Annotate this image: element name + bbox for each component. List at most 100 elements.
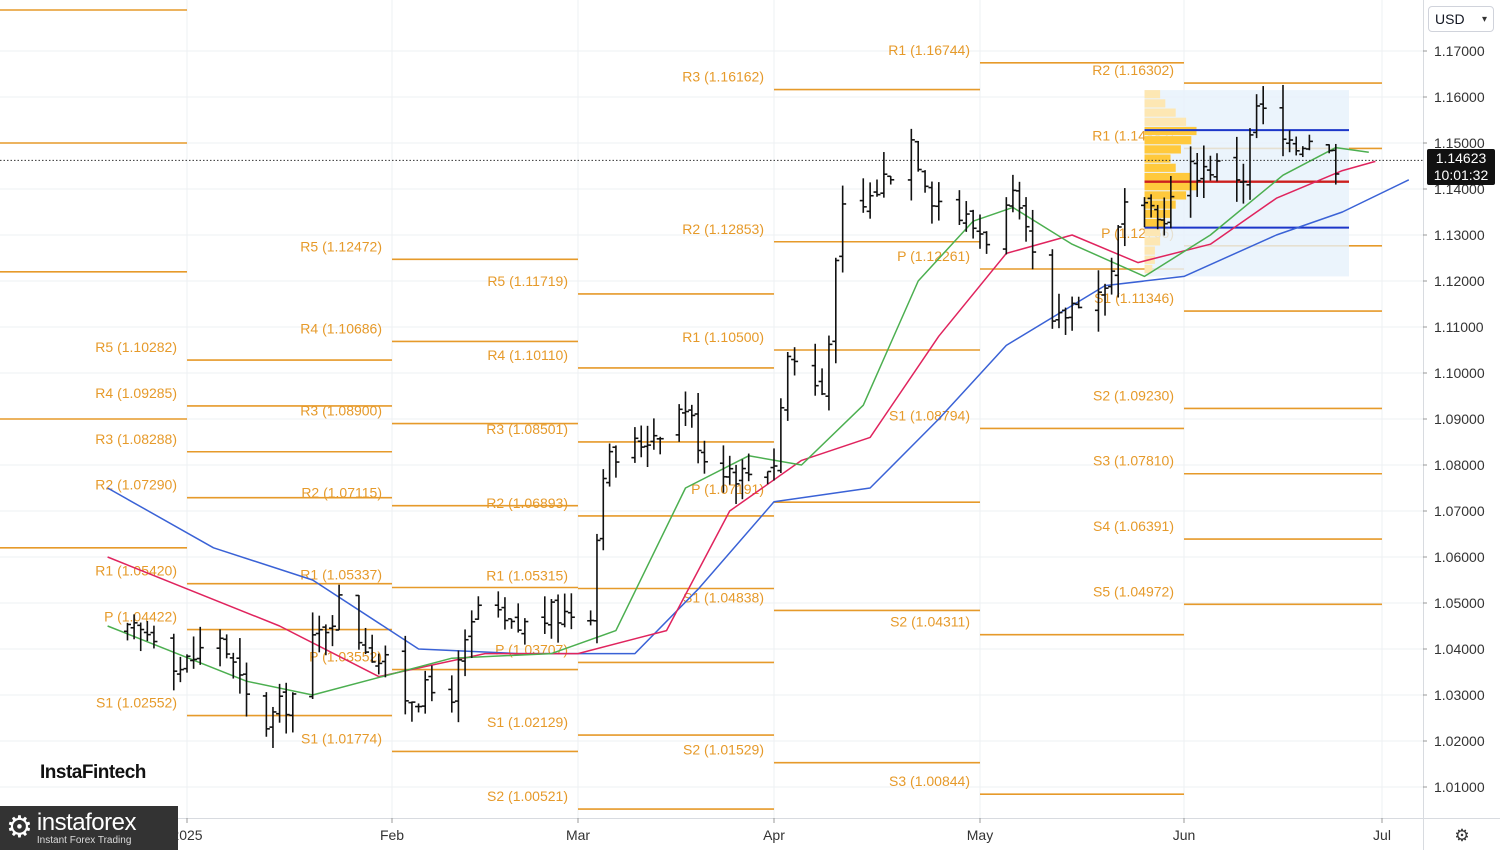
time-axis-bg[interactable] bbox=[0, 818, 1423, 850]
ohlc-bar bbox=[955, 190, 963, 226]
pivot-label: R2 (1.07290) bbox=[95, 477, 177, 493]
pivot-label: R4 (1.09285) bbox=[95, 385, 177, 401]
pivot-label: R1 (1.05420) bbox=[95, 563, 177, 579]
volume-profile-bin bbox=[1144, 99, 1166, 108]
ohlc-bar bbox=[962, 201, 970, 232]
price-tick-label: 1.14000 bbox=[1434, 181, 1485, 197]
ohlc-bar bbox=[381, 645, 389, 678]
ohlc-bar bbox=[738, 459, 746, 500]
pivot-label: S1 (1.02552) bbox=[96, 695, 177, 711]
ohlc-bar bbox=[123, 622, 131, 641]
ohlc-bar bbox=[818, 368, 826, 396]
time-tick-label: Feb bbox=[380, 827, 404, 843]
ohlc-bar bbox=[1160, 197, 1168, 236]
ohlc-bar bbox=[554, 594, 562, 643]
pivot-label: R3 (1.16162) bbox=[682, 69, 764, 85]
pivot-label: S2 (1.01529) bbox=[683, 742, 764, 758]
ohlc-bar bbox=[1154, 204, 1162, 230]
price-tick-label: 1.02000 bbox=[1434, 733, 1485, 749]
ohlc-bar bbox=[229, 652, 237, 679]
ohlc-bar bbox=[650, 418, 658, 450]
ohlc-bar bbox=[732, 464, 740, 504]
ohlc-bar bbox=[1147, 194, 1155, 218]
ohlc-bar bbox=[593, 533, 601, 644]
ohlc-bar bbox=[1233, 136, 1241, 202]
price-axis-bg[interactable] bbox=[1423, 0, 1500, 850]
ohlc-bar bbox=[1114, 225, 1122, 298]
ohlc-bar bbox=[1108, 257, 1116, 295]
instaforex-tagline: Instant Forex Trading bbox=[36, 834, 132, 846]
chevron-down-icon: ▾ bbox=[1481, 13, 1487, 25]
ohlc-bar bbox=[362, 627, 370, 655]
pivot-label: P (1.07191) bbox=[691, 481, 764, 497]
price-tick-label: 1.01000 bbox=[1434, 779, 1485, 795]
price-tick-label: 1.04000 bbox=[1434, 641, 1485, 657]
volume-profile-bin bbox=[1144, 108, 1176, 117]
ohlc-bar bbox=[921, 170, 929, 193]
ohlc-bar bbox=[1332, 143, 1340, 185]
volume-profile-bin bbox=[1144, 154, 1171, 163]
ohlc-bar bbox=[448, 675, 456, 713]
pivot-label: R5 (1.11719) bbox=[487, 273, 568, 289]
ohlc-bar bbox=[935, 182, 943, 221]
ohlc-bar bbox=[328, 615, 336, 647]
price-tick-label: 1.15000 bbox=[1434, 135, 1485, 151]
ohlc-bar bbox=[1299, 146, 1307, 158]
volume-profile-bin bbox=[1144, 218, 1166, 228]
pivot-label: R2 (1.06893) bbox=[486, 495, 568, 511]
ohlc-bar bbox=[1305, 134, 1313, 151]
ohlc-bar bbox=[1055, 293, 1063, 329]
ohlc-bar bbox=[1239, 163, 1247, 204]
pivot-label: R4 (1.10686) bbox=[300, 320, 382, 336]
ohlc-bar bbox=[873, 179, 881, 197]
time-axis[interactable]: 2025 Feb Mar Apr May Jun Jul bbox=[0, 818, 1500, 850]
ohlc-bar bbox=[276, 683, 284, 723]
ohlc-bar bbox=[832, 257, 840, 364]
bar-countdown: 10:01:32 bbox=[1433, 167, 1489, 183]
ohlc-bar bbox=[1253, 94, 1261, 139]
ohlc-bar bbox=[421, 670, 429, 714]
ohlc-bar bbox=[1015, 181, 1023, 220]
pivot-label: S5 (1.04972) bbox=[1093, 583, 1174, 599]
ohlc-bar bbox=[494, 591, 502, 618]
price-axis[interactable]: 1.17000 1.16000 1.15000 1.14000 1.13000 1.120… bbox=[1423, 0, 1500, 850]
instaforex-gear-icon: ⚙ bbox=[6, 811, 33, 844]
price-tick-label: 1.06000 bbox=[1434, 549, 1485, 565]
ohlc-bar bbox=[1029, 209, 1037, 270]
pivot-label: S1 (1.04838) bbox=[683, 589, 764, 605]
ohlc-bar bbox=[474, 596, 482, 620]
ohlc-bar bbox=[675, 404, 683, 442]
ohlc-bar bbox=[764, 470, 772, 485]
currency-dropdown[interactable]: USD ▾ bbox=[1428, 6, 1494, 32]
pivot-label: R2 (1.07115) bbox=[301, 485, 382, 501]
ohlc-bar bbox=[969, 209, 977, 239]
ohlc-bar bbox=[681, 391, 689, 427]
pivot-label: R4 (1.10110) bbox=[487, 347, 568, 363]
instafintech-logo: InstaFintech bbox=[40, 762, 146, 783]
price-tick-label: 1.12000 bbox=[1434, 273, 1485, 289]
ohlc-bar bbox=[700, 440, 708, 474]
instaforex-logo[interactable]: ⚙ instaforex Instant Forex Trading bbox=[0, 806, 178, 850]
ohlc-bar bbox=[688, 404, 696, 428]
instaforex-brand: instaforex bbox=[36, 808, 137, 836]
ohlc-bar bbox=[428, 665, 436, 702]
price-tick-label: 1.07000 bbox=[1434, 503, 1485, 519]
time-tick-label: Mar bbox=[566, 827, 590, 843]
ohlc-bar bbox=[322, 624, 330, 656]
ohlc-bar bbox=[770, 448, 778, 481]
ohlc-bar bbox=[1206, 155, 1214, 181]
ohlc-bar bbox=[216, 629, 224, 667]
time-tick-label: May bbox=[967, 827, 993, 843]
ohlc-bar bbox=[587, 610, 595, 626]
ohlc-bar bbox=[408, 701, 416, 722]
pivot-label: S3 (1.07810) bbox=[1093, 453, 1174, 469]
volume-profile-bin bbox=[1144, 90, 1161, 99]
ohlc-bar bbox=[612, 445, 620, 478]
time-tick-label: Apr bbox=[763, 827, 785, 843]
ohlc-bar bbox=[541, 596, 549, 634]
ohlc-bar bbox=[907, 128, 915, 201]
gear-icon[interactable]: ⚙ bbox=[1454, 826, 1470, 845]
ohlc-bar bbox=[315, 615, 323, 653]
